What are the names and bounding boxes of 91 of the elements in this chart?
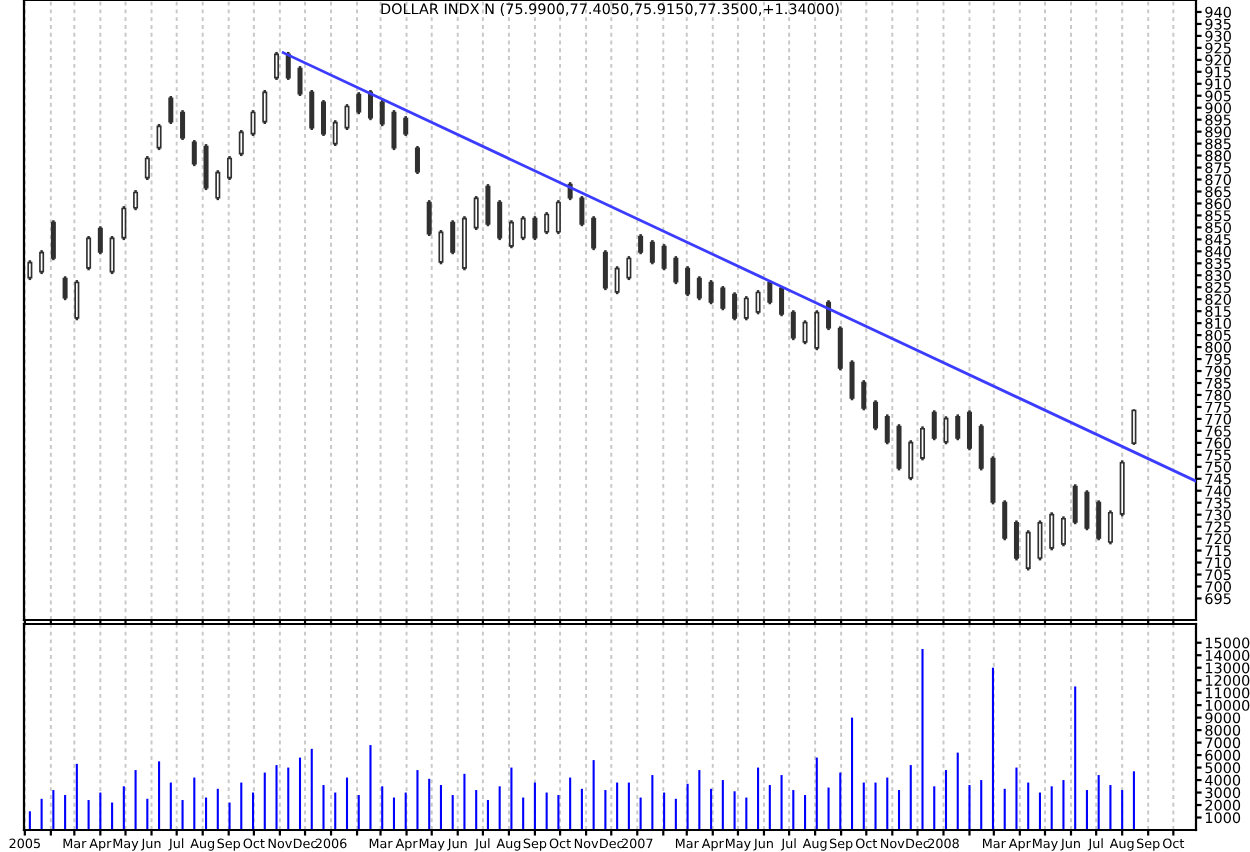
candlestick (238, 128, 244, 158)
candlestick (638, 232, 644, 256)
candlestick (1107, 509, 1113, 546)
candlestick (262, 88, 268, 126)
candlestick (426, 198, 432, 238)
candlestick (755, 288, 761, 316)
candlestick (826, 298, 832, 332)
candlestick (297, 64, 303, 98)
candlestick (602, 248, 608, 292)
candlestick (180, 108, 186, 142)
candlestick (1037, 519, 1043, 562)
candlestick (849, 359, 855, 402)
candlestick (1084, 489, 1090, 532)
candlestick (673, 254, 679, 286)
candlestick (450, 218, 456, 256)
candlestick (485, 182, 491, 228)
candlestick (62, 275, 68, 302)
candlestick (579, 194, 585, 228)
candlestick (356, 90, 362, 116)
candlestick (215, 168, 221, 202)
candlestick (532, 214, 538, 242)
candlestick (203, 142, 209, 192)
candlestick (743, 294, 749, 322)
candlestick (156, 122, 162, 152)
candlestick (497, 198, 503, 242)
candlestick (661, 242, 667, 272)
candlestick (685, 264, 691, 298)
candlestick (1096, 499, 1102, 542)
candlestick (391, 108, 397, 152)
candlestick (508, 218, 514, 250)
candlestick (191, 138, 197, 168)
candlestick (309, 88, 315, 132)
candlestick (86, 234, 92, 272)
candlestick (227, 154, 233, 182)
candlestick (919, 425, 926, 462)
candlestick (1131, 407, 1137, 447)
candlestick (649, 238, 655, 266)
candlestick (873, 399, 879, 432)
candlestick (955, 413, 961, 442)
candlestick (438, 228, 444, 266)
candlestick (626, 254, 632, 282)
candlestick (320, 98, 327, 138)
candlestick (1060, 515, 1066, 548)
candlestick (274, 50, 280, 82)
candlestick (696, 275, 702, 302)
candlestick (720, 284, 726, 312)
candlestick (1002, 499, 1008, 542)
candlestick (1025, 528, 1031, 572)
candlestick (250, 108, 256, 138)
candlestick (814, 308, 820, 352)
candlestick (931, 409, 937, 442)
candlestick (837, 325, 843, 372)
candlestick (978, 422, 984, 472)
candlestick (896, 422, 902, 472)
candlestick (802, 319, 808, 346)
candlestick (614, 264, 620, 296)
candlestick (1013, 519, 1019, 562)
candlestick (591, 214, 597, 252)
candlestick (39, 248, 45, 276)
candlestick (97, 224, 103, 256)
candlestick (908, 438, 914, 482)
candlestick (990, 455, 996, 506)
candlestick (74, 278, 80, 322)
candlestick (1072, 483, 1078, 526)
candlestick (109, 234, 115, 276)
candlestick (732, 291, 738, 322)
candlestick (403, 114, 409, 138)
candlestick (790, 308, 796, 342)
candlestick (133, 188, 139, 212)
candlestick (414, 144, 420, 176)
candlestick (27, 258, 33, 282)
candlestick (379, 98, 385, 128)
candlestick (473, 194, 479, 232)
candlestick (884, 413, 890, 446)
candlestick (332, 118, 338, 148)
candlestick (555, 198, 561, 236)
candlestick (50, 218, 56, 262)
candlestick (966, 409, 972, 452)
candlestick (943, 415, 949, 446)
candlestick (121, 204, 127, 242)
candlestick (544, 210, 550, 236)
candlestick (779, 284, 785, 318)
candlestick (344, 102, 350, 132)
candlestick (367, 88, 373, 122)
candlestick (520, 214, 526, 242)
candlestick (861, 378, 867, 412)
candlestick (144, 154, 150, 182)
candlestick (168, 94, 174, 126)
candlestick (767, 278, 773, 306)
candlestick (1049, 511, 1055, 552)
candlestick (708, 278, 714, 306)
